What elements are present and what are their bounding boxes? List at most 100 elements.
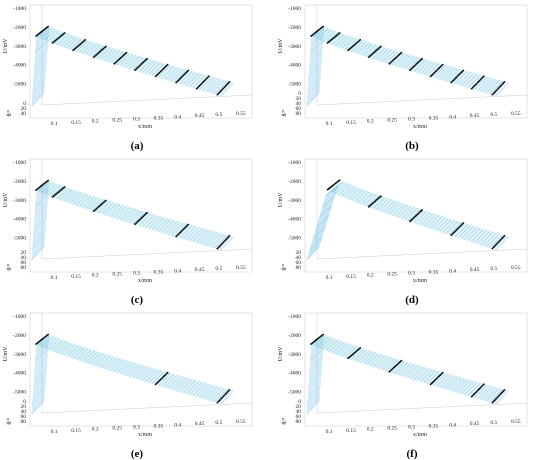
measured-point bbox=[165, 65, 168, 67]
measured-point bbox=[166, 63, 169, 66]
measured-point bbox=[92, 56, 95, 58]
measured-point bbox=[492, 92, 495, 95]
measured-point bbox=[478, 80, 480, 83]
mesh-line bbox=[315, 28, 506, 97]
z-axis-label: θ/° bbox=[6, 417, 13, 425]
measured-point bbox=[103, 200, 106, 203]
measured-point bbox=[55, 39, 58, 41]
measured-point bbox=[409, 220, 411, 223]
measured-point bbox=[46, 26, 48, 29]
mesh-line bbox=[42, 335, 233, 403]
measured-point bbox=[373, 200, 376, 203]
measured-point bbox=[103, 46, 106, 49]
measured-point bbox=[223, 394, 226, 396]
mesh-line bbox=[311, 187, 502, 255]
measured-point bbox=[400, 359, 403, 362]
measured-point bbox=[388, 370, 391, 373]
surface-mesh bbox=[31, 26, 234, 107]
measured-point bbox=[493, 91, 496, 93]
measured-point bbox=[452, 231, 455, 234]
z-tick-label: 0 bbox=[298, 399, 301, 405]
measured-point bbox=[456, 75, 459, 78]
axes-box-edge bbox=[41, 248, 253, 260]
measured-point bbox=[115, 60, 118, 63]
mesh-line bbox=[33, 342, 224, 412]
x-tick-label: 0.25 bbox=[387, 272, 397, 278]
measured-points bbox=[35, 25, 231, 96]
y-axis-label: U/mV bbox=[3, 346, 9, 362]
y-tick-label: -3000 bbox=[288, 198, 301, 204]
measured-point bbox=[495, 397, 497, 400]
x-axis-label: x/mm bbox=[413, 432, 427, 438]
y-tick-label: -5000 bbox=[288, 236, 301, 242]
measured-point bbox=[313, 340, 316, 343]
measured-point bbox=[154, 383, 157, 386]
measured-point bbox=[121, 55, 124, 57]
measured-point bbox=[432, 73, 434, 75]
measured-point bbox=[221, 396, 224, 399]
mesh-line bbox=[313, 30, 504, 99]
measured-point bbox=[94, 55, 96, 57]
measured-point bbox=[140, 217, 142, 220]
measured-point bbox=[377, 47, 380, 50]
measured-point bbox=[338, 179, 341, 181]
measured-point bbox=[176, 80, 179, 83]
measured-point bbox=[409, 69, 411, 71]
mesh-line bbox=[41, 182, 232, 250]
measured-point bbox=[77, 45, 79, 47]
measured-point bbox=[100, 203, 102, 206]
measured-point bbox=[411, 66, 414, 69]
measured-point bbox=[335, 182, 337, 184]
measured-point bbox=[60, 35, 62, 37]
measured-point bbox=[218, 245, 221, 247]
mesh-line bbox=[306, 191, 497, 261]
measured-point bbox=[398, 54, 400, 56]
measured-point bbox=[101, 48, 104, 51]
mesh-line bbox=[318, 334, 509, 402]
measured-point bbox=[330, 185, 333, 188]
measured-point bbox=[311, 34, 314, 36]
measured-point bbox=[223, 86, 226, 88]
measured-point bbox=[495, 89, 497, 92]
measured-point bbox=[497, 395, 500, 398]
z-axis-label: θ/° bbox=[6, 263, 13, 271]
measured-point bbox=[353, 352, 356, 354]
x-tick-label: 0.15 bbox=[71, 428, 81, 434]
z-tick-label: 0 bbox=[23, 399, 26, 405]
measured-point bbox=[221, 242, 224, 245]
measured-point bbox=[158, 380, 161, 382]
measured-point bbox=[137, 65, 140, 68]
measured-point bbox=[453, 230, 456, 233]
measured-point bbox=[475, 82, 478, 85]
measured-point bbox=[217, 246, 220, 249]
x-tick-label: 0.55 bbox=[511, 419, 521, 425]
z-tick-label: 40 bbox=[296, 255, 302, 261]
y-tick-label: -5000 bbox=[288, 82, 301, 88]
measured-point bbox=[457, 227, 460, 229]
mesh-line bbox=[31, 36, 222, 107]
y-tick-label: -2000 bbox=[13, 179, 26, 185]
measured-point bbox=[184, 226, 187, 228]
measured-point bbox=[410, 68, 413, 70]
mesh-line bbox=[36, 186, 227, 255]
mesh-line bbox=[33, 34, 224, 104]
measured-point bbox=[143, 60, 146, 62]
measured-point bbox=[441, 371, 444, 374]
measured-point bbox=[396, 55, 399, 57]
measured-point bbox=[441, 63, 444, 66]
x-tick-label: 0.5 bbox=[215, 112, 222, 118]
measured-point bbox=[451, 80, 454, 83]
measured-point bbox=[421, 57, 423, 60]
measured-point bbox=[438, 375, 440, 378]
measured-point bbox=[43, 336, 46, 339]
measured-point bbox=[389, 369, 392, 372]
axes-box bbox=[29, 158, 253, 273]
z-tick-label: 40 bbox=[296, 409, 302, 415]
z-tick-label: 0 bbox=[298, 91, 301, 97]
measured-point bbox=[480, 77, 483, 80]
measured-point bbox=[176, 234, 179, 237]
x-tick-label: 0.45 bbox=[195, 421, 205, 427]
measured-point bbox=[161, 68, 164, 71]
measured-point bbox=[222, 395, 225, 398]
measured-point bbox=[80, 42, 83, 44]
